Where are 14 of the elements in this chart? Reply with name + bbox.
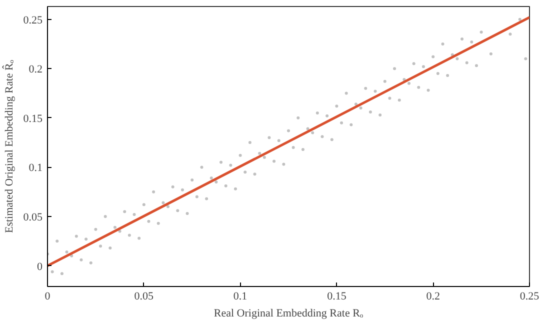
y-tick-label: 0: [37, 260, 43, 273]
x-tick-label: 0.2: [426, 290, 440, 302]
x-tick-label: 0: [44, 290, 51, 302]
y-tick-label: 0.15: [23, 112, 43, 125]
x-tick-label: 0.1: [233, 290, 248, 302]
x-tick-label: 0.25: [520, 290, 540, 302]
y-tick-label: 0.05: [23, 212, 43, 224]
x-tick-label: 0.15: [327, 290, 347, 302]
y-tick-label: 0.1: [28, 162, 42, 174]
y-tick-label: 0.25: [23, 14, 43, 26]
x-axis-title: Real Original Embedding Rate Rₒ: [214, 308, 364, 320]
y-axis-title: Estimated Original Embedding Rate R̂ₒ: [2, 60, 16, 234]
x-tick-label: 0.05: [134, 290, 154, 302]
y-tick-label: 0.2: [28, 64, 42, 76]
